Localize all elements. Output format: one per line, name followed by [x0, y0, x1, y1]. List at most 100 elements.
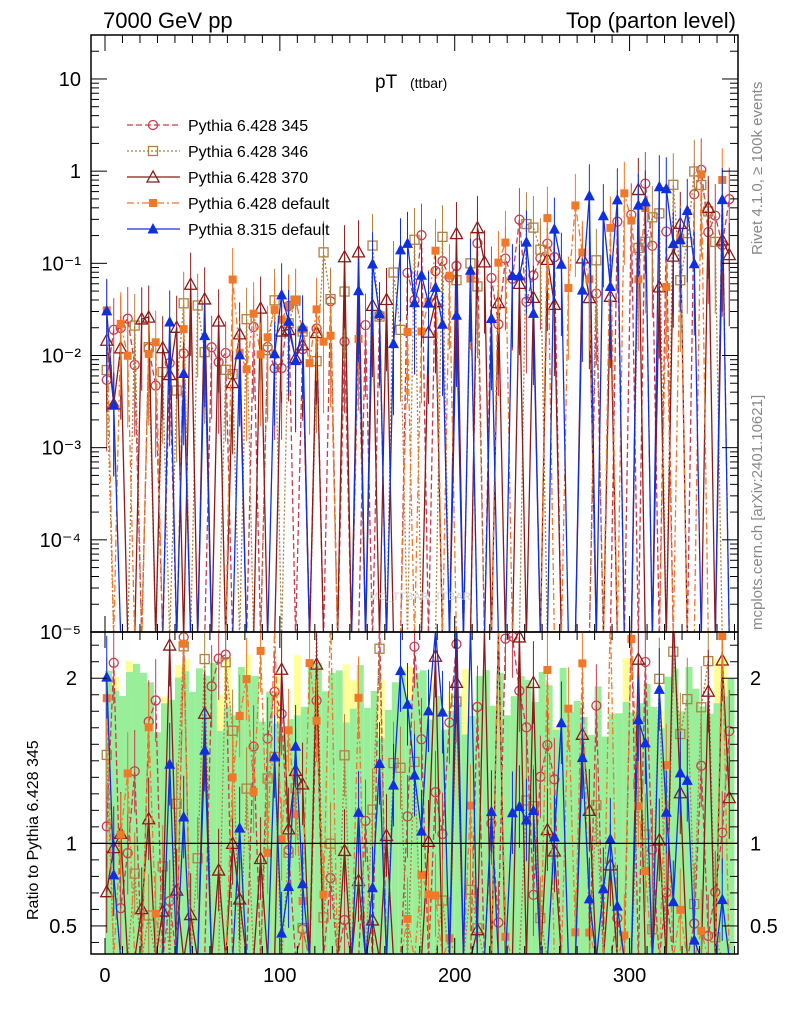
series-4	[101, 155, 730, 632]
legend-entry: Pythia 8.315 default	[127, 222, 330, 239]
uncertainty-band-inner	[237, 667, 245, 954]
data-point-marker	[718, 632, 727, 641]
data-point-marker	[450, 309, 462, 320]
data-point-marker	[662, 761, 671, 770]
data-point-marker	[297, 320, 309, 332]
data-point-marker	[528, 222, 539, 233]
data-point-marker	[486, 272, 497, 284]
ratio-y-tick-label: 1	[66, 833, 77, 855]
uncertainty-band-inner	[258, 721, 266, 954]
main-y-tick-labels: 10 1 10⁻¹ 10⁻² 10⁻³ 10⁻⁴ 10⁻⁵	[40, 69, 82, 644]
data-point-marker	[116, 319, 125, 328]
data-point-marker	[506, 269, 518, 281]
uncertainty-band-inner	[699, 706, 707, 954]
data-point-marker	[276, 288, 288, 300]
data-point-marker	[99, 884, 114, 898]
data-point-marker	[647, 924, 658, 935]
ratio-plot-area	[91, 632, 738, 954]
uncertainty-band-inner	[615, 713, 623, 954]
x-tick-label: 200	[438, 965, 471, 987]
data-point-marker	[305, 359, 314, 368]
ratio-series-line	[106, 632, 730, 954]
data-point-marker	[353, 284, 365, 296]
data-point-marker	[653, 180, 665, 192]
data-point-marker	[555, 716, 567, 728]
ratio-panel: 2 2 1 1 0.5 0.5 0 100 200 300 Ratio to Pythia 6.…	[25, 631, 778, 987]
series-line	[106, 169, 730, 632]
data-point-marker	[716, 893, 728, 905]
uncertainty-band-inner	[272, 723, 280, 954]
uncertainty-band-inner	[517, 676, 525, 954]
title-main: pT	[375, 72, 398, 93]
uncertainty-band-inner	[139, 672, 147, 954]
title-sub: (ttbar)	[410, 75, 447, 91]
data-point-marker	[597, 209, 609, 221]
uncertainty-band-inner	[510, 696, 518, 954]
x-tick-label: 300	[613, 965, 646, 987]
main-y-axis	[91, 34, 738, 633]
data-point-marker	[676, 905, 685, 914]
legend-label: Pythia 6.428 default	[188, 196, 330, 213]
series-line	[106, 169, 723, 632]
data-point-marker	[464, 264, 476, 275]
data-point-marker	[108, 657, 119, 668]
uncertainty-band-inner	[545, 685, 553, 954]
ratio-series-4	[101, 632, 730, 954]
data-point-marker	[660, 182, 672, 194]
ratio-x-axis: 0 100 200 300	[99, 632, 736, 987]
uncertainty-band-inner	[496, 672, 504, 954]
uncertainty-band-inner	[580, 716, 588, 954]
ratio-series-line	[106, 632, 730, 954]
uncertainty-band-inner	[503, 715, 511, 954]
data-point-marker	[150, 695, 161, 706]
data-point-marker	[147, 223, 159, 234]
data-point-marker	[164, 758, 176, 769]
data-point-marker	[578, 248, 587, 257]
uncertainty-band-inner	[391, 682, 399, 954]
data-point-marker	[234, 348, 246, 360]
main-plot-area	[99, 138, 737, 632]
data-point-marker	[611, 193, 623, 205]
uncertainty-band-inner	[657, 728, 665, 954]
uncertainty-band-inner	[692, 688, 700, 954]
y-tick-label: 1	[70, 161, 81, 183]
y-tick-label: 10⁻⁴	[40, 530, 81, 552]
data-point-marker	[653, 683, 665, 694]
legend-entry: Pythia 6.428 346	[127, 144, 308, 161]
y-tick-label: 10⁻²	[42, 345, 82, 367]
uncertainty-band-inner	[405, 700, 413, 954]
data-point-marker	[520, 236, 532, 247]
data-point-marker	[632, 199, 644, 210]
uncertainty-band-inner	[706, 713, 714, 954]
data-point-marker	[514, 685, 525, 696]
y-tick-label: 10	[59, 69, 81, 91]
uncertainty-band-inner	[307, 662, 315, 954]
uncertainty-band-inner	[349, 708, 357, 954]
uncertainty-band-inner	[328, 672, 336, 954]
uncertainty-band-inner	[643, 683, 651, 954]
data-point-marker	[145, 169, 161, 183]
legend-label: Pythia 6.428 370	[188, 170, 308, 187]
uncertainty-band-inner	[146, 682, 154, 954]
data-point-marker	[395, 664, 407, 676]
data-point-marker	[312, 305, 321, 314]
uncertainty-band-inner	[209, 662, 217, 954]
data-point-marker	[417, 870, 426, 879]
data-point-marker	[199, 744, 211, 755]
uncertainty-band-inner	[454, 702, 462, 954]
ratio-y-tick-label-right: 1	[750, 833, 761, 855]
data-point-marker	[164, 315, 176, 327]
data-point-marker	[256, 646, 265, 655]
data-point-marker	[445, 271, 454, 280]
data-point-marker	[722, 247, 737, 261]
uncertainty-band-inner	[181, 671, 189, 954]
x-tick-label: 100	[263, 965, 296, 987]
data-point-marker	[485, 312, 497, 324]
watermark: MC_TTBAR_TTBAR	[369, 591, 471, 603]
legend-entry: Pythia 6.428 345	[127, 118, 308, 135]
uncertainty-band-inner	[650, 706, 658, 954]
uncertainty-band-inner	[594, 686, 602, 954]
data-point-marker	[183, 907, 198, 921]
uncertainty-band-inner	[727, 678, 735, 954]
